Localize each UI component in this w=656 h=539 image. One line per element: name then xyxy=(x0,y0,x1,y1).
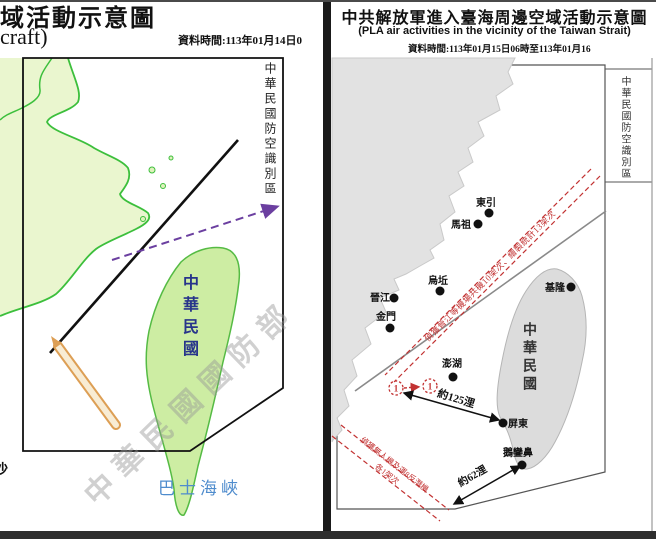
map-location: 烏坵 xyxy=(428,274,448,296)
left-data-time: 資料時間:113年01月14日0 xyxy=(178,35,303,47)
map-location: 澎湖 xyxy=(442,357,462,382)
location-dot xyxy=(473,219,483,229)
location-label: 鵝鑾鼻 xyxy=(503,446,533,459)
left-orange-track xyxy=(51,336,121,430)
location-dot xyxy=(517,460,527,470)
right-title-en: (PLA air activities in the vicinity of t… xyxy=(358,25,631,37)
location-dot xyxy=(498,418,508,428)
red-track-arrow xyxy=(403,382,421,393)
right-taiwan-island xyxy=(496,268,587,470)
left-border-line xyxy=(0,57,53,121)
map-location: 晉江 xyxy=(370,291,399,304)
right-adiz-label: 中華民國防空識別區 xyxy=(619,76,630,180)
bashi-channel-label: 巴士海峽 xyxy=(158,479,242,498)
location-label: 晉江 xyxy=(370,291,390,304)
distance-label-eluanbi: 約62浬 xyxy=(455,462,489,489)
left-purple-track-arrow xyxy=(111,203,280,261)
svg-text:1: 1 xyxy=(394,384,399,394)
map-location: 金門 xyxy=(375,310,396,333)
right-median-line xyxy=(354,210,607,392)
svg-text:1: 1 xyxy=(428,382,433,392)
location-dot xyxy=(385,323,395,333)
left-islet xyxy=(160,183,166,189)
track-marker-1: 1 xyxy=(388,380,404,396)
location-label: 東引 xyxy=(476,196,496,209)
location-dot xyxy=(435,286,445,296)
location-label: 屏東 xyxy=(507,417,528,430)
left-adiz-frame xyxy=(22,57,284,452)
left-coastline xyxy=(0,57,151,317)
location-label: 馬祖 xyxy=(451,218,471,231)
distance-label-pingtung: 約125浬 xyxy=(436,386,477,411)
left-mainland-landmass xyxy=(0,58,150,316)
location-label: 基隆 xyxy=(544,281,566,294)
location-label: 金門 xyxy=(375,310,396,323)
left-median-line xyxy=(49,139,239,354)
orange-arrowhead-icon xyxy=(51,336,62,349)
map-location: 馬祖 xyxy=(451,218,483,231)
location-label: 烏坵 xyxy=(428,274,448,287)
panel-divider xyxy=(323,0,331,539)
map-location: 基隆 xyxy=(544,281,576,294)
distance-arrow-eluanbi xyxy=(452,465,522,505)
scan-edge-bottom xyxy=(0,531,656,539)
left-islet xyxy=(168,155,174,161)
left-islet xyxy=(148,166,156,174)
left-title-fragment: 域活動示意圖 xyxy=(0,6,156,32)
map-location: 屏東 xyxy=(498,417,528,430)
left-taiwan-label: 中華民國 xyxy=(180,274,197,362)
location-dot xyxy=(389,293,399,303)
red-dashed-line-c xyxy=(340,424,450,511)
left-taiwan-island xyxy=(145,246,241,516)
left-adiz-label: 中華民國防空識別區 xyxy=(263,62,277,197)
edge-cut-label: 沙 xyxy=(0,462,8,478)
right-taiwan-label: 中華民國 xyxy=(521,322,536,394)
right-map: 偵獲晉江等機場共機10架次、繪製統計13架次 偵獲無人機及運8反潛機 各1架次 … xyxy=(331,57,653,531)
right-title-zh: 中共解放軍進入臺海周邊空域活動示意圖 xyxy=(341,10,648,27)
left-subtitle-fragment: craft) xyxy=(0,24,48,49)
right-data-time: 資料時間:113年01月15日06時至113年01月16 xyxy=(408,45,591,55)
map-location: 東引 xyxy=(476,196,496,218)
track-marker-2: 1 xyxy=(422,378,438,394)
scan-edge-top xyxy=(0,0,656,2)
right-mainland-landmass xyxy=(331,57,516,443)
location-label: 澎湖 xyxy=(442,357,462,370)
map-location: 鵝鑾鼻 xyxy=(503,446,533,470)
red-dashed-line-b xyxy=(384,168,592,376)
location-dot xyxy=(448,372,458,382)
location-dot xyxy=(484,208,494,218)
distance-arrow-pingtung xyxy=(402,390,501,423)
red-dashed-line-a xyxy=(393,175,601,383)
red-dashed-line-d xyxy=(331,435,441,522)
left-map: 巴士海峽 沙 xyxy=(0,57,284,516)
location-dot xyxy=(566,282,576,292)
left-islet xyxy=(140,216,146,222)
